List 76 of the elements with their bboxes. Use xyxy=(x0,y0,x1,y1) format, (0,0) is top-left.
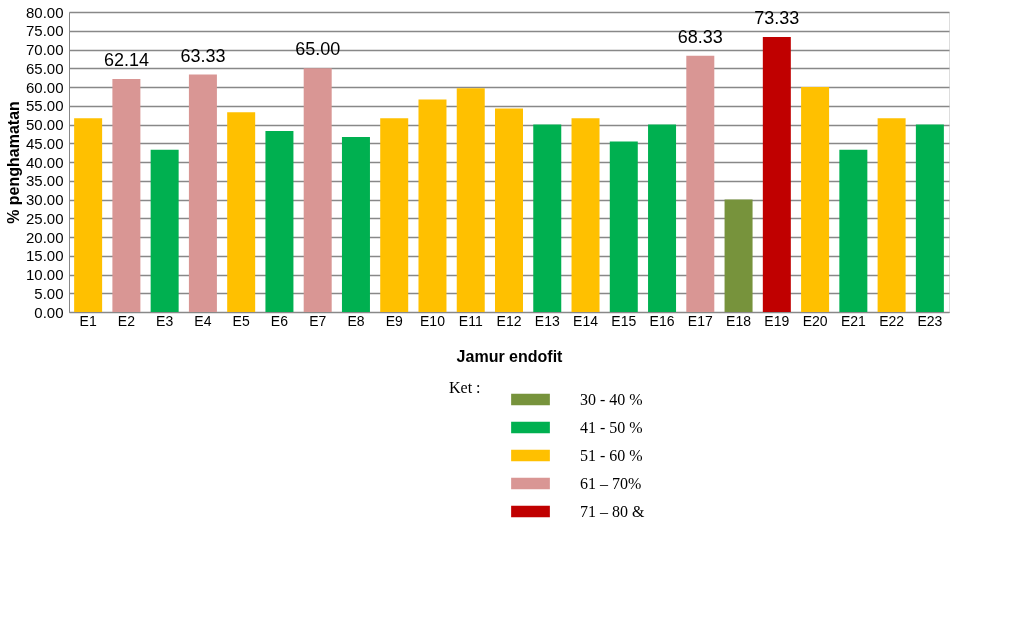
legend-title: Ket : xyxy=(449,379,481,396)
x-tick-label: E18 xyxy=(726,312,752,329)
data-label: 63.33 xyxy=(180,45,226,66)
y-tick-label: 60.00 xyxy=(25,78,64,96)
bar xyxy=(915,124,944,312)
x-tick-label: E15 xyxy=(611,312,637,329)
x-tick-label: E4 xyxy=(194,312,212,329)
x-tick-label: E16 xyxy=(649,312,675,329)
x-tick-label: E22 xyxy=(879,312,905,329)
data-label: 65.00 xyxy=(295,39,341,60)
x-tick-label: E17 xyxy=(687,312,713,329)
y-tick-label: 0.00 xyxy=(34,303,64,321)
bar xyxy=(801,87,830,312)
legend-label: 51 - 60 % xyxy=(580,446,643,464)
x-tick-label: E1 xyxy=(79,312,97,329)
bar xyxy=(150,149,179,312)
x-tick-label: E21 xyxy=(840,312,867,329)
bar xyxy=(265,130,294,312)
bar xyxy=(571,118,600,312)
y-tick-label: 25.00 xyxy=(25,209,64,227)
bar xyxy=(74,118,103,312)
bar xyxy=(762,37,791,312)
x-tick-label: E2 xyxy=(117,312,136,329)
y-tick-label: 50.00 xyxy=(25,116,64,133)
bar xyxy=(418,99,447,312)
x-tick-label: E8 xyxy=(347,312,365,329)
x-tick-label: E11 xyxy=(458,312,483,329)
y-tick-label: 10.00 xyxy=(25,266,64,283)
bar xyxy=(877,118,906,312)
y-tick-label: 5.00 xyxy=(34,284,64,302)
bar xyxy=(188,74,217,312)
x-tick-label: E20 xyxy=(802,312,828,329)
x-tick-label: E10 xyxy=(420,312,446,329)
x-tick-label: E3 xyxy=(156,312,174,329)
x-tick-label: E6 xyxy=(270,312,289,329)
y-tick-label: 70.00 xyxy=(25,41,64,58)
x-tick-label: E19 xyxy=(764,312,790,329)
x-tick-label: E23 xyxy=(917,312,943,329)
data-label: 68.33 xyxy=(677,26,723,47)
data-label: 62.14 xyxy=(103,49,149,70)
y-tick-label: 20.00 xyxy=(25,228,64,246)
y-tick-label: 55.00 xyxy=(25,97,64,115)
bar xyxy=(303,68,332,312)
bar xyxy=(648,124,677,312)
y-axis-title: % penghamatan xyxy=(4,101,22,224)
bar xyxy=(609,141,638,312)
legend-label: 71 – 80 & xyxy=(580,502,645,520)
x-tick-label: E7 xyxy=(309,312,327,329)
x-tick-label: E5 xyxy=(232,312,250,329)
bar xyxy=(533,124,562,312)
x-tick-label: E9 xyxy=(385,312,403,329)
x-tick-label: E12 xyxy=(496,312,522,329)
y-tick-label: 30.00 xyxy=(25,191,64,208)
legend-label: 61 – 70% xyxy=(580,474,642,492)
bar xyxy=(839,149,868,312)
y-tick-label: 80.00 xyxy=(25,3,64,21)
data-label: 73.33 xyxy=(754,8,800,29)
legend-label: 30 - 40 % xyxy=(580,390,643,408)
x-axis-title: Jamur endofit xyxy=(456,347,564,365)
y-tick-label: 65.00 xyxy=(25,59,64,77)
bar xyxy=(227,112,256,312)
y-tick-label: 15.00 xyxy=(25,247,64,265)
bar xyxy=(456,88,485,312)
y-tick-label: 40.00 xyxy=(25,153,64,171)
bar xyxy=(724,199,753,312)
bar xyxy=(495,108,523,312)
legend-label: 41 - 50 % xyxy=(580,418,643,436)
bar xyxy=(112,78,141,312)
bar xyxy=(380,118,409,312)
y-tick-label: 35.00 xyxy=(25,172,64,190)
x-tick-label: E14 xyxy=(573,312,599,329)
y-tick-label: 75.00 xyxy=(25,22,64,40)
x-tick-label: E13 xyxy=(534,312,560,329)
bar xyxy=(686,55,715,312)
y-tick-label: 45.00 xyxy=(25,134,64,152)
bar xyxy=(341,136,370,312)
